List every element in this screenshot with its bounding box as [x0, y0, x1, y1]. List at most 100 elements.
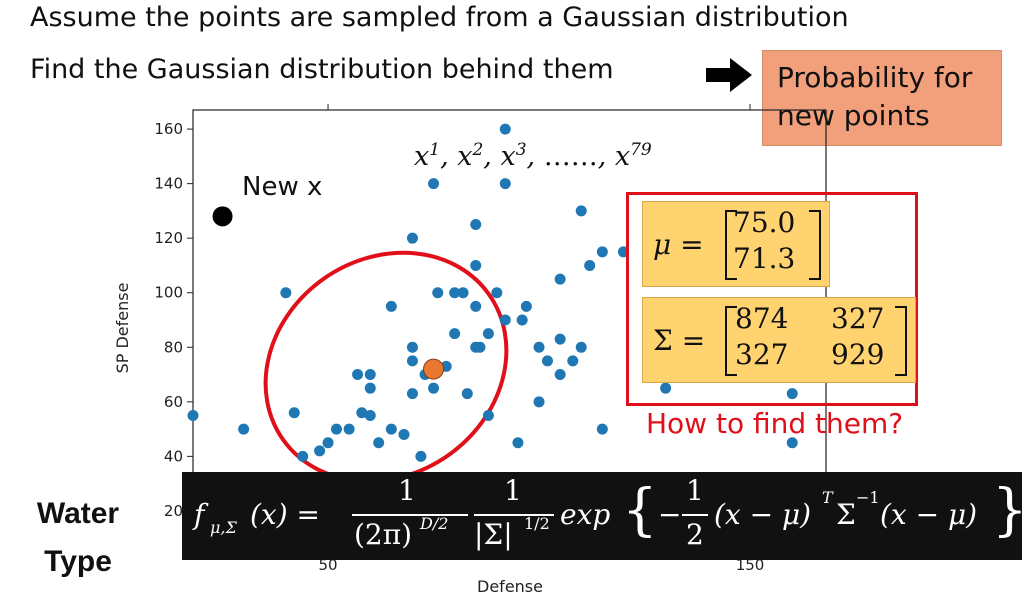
seq-sep1: ,: [440, 141, 458, 172]
sigma-value-22: 929: [831, 338, 885, 371]
formula-f-sub: μ,Σ: [210, 518, 237, 537]
parameters-frame: [626, 192, 918, 406]
formula-num1: 1: [398, 474, 416, 507]
sigma-value-11: 874: [735, 302, 789, 335]
data-point: [238, 423, 250, 435]
data-point: [364, 382, 376, 394]
data-point: [449, 287, 461, 299]
water-type-line-2: Type: [44, 545, 112, 578]
formula-tail: (x − μ): [880, 498, 978, 531]
data-point: [596, 423, 608, 435]
header-line-1: Assume the points are sampled from a Gau…: [30, 2, 849, 33]
x-axis-label: Defense: [477, 577, 543, 596]
data-point: [533, 341, 545, 353]
sigma-value-21: 327: [735, 338, 789, 371]
seq-sep2: ,: [483, 141, 501, 172]
data-point: [187, 409, 199, 421]
sample-sequence-label: x1, x2, x3, ……, x79: [414, 140, 652, 172]
seq-e1: 1: [429, 140, 441, 160]
formula-half-den: 2: [686, 518, 704, 551]
data-point: [352, 369, 364, 381]
sigma-lhs: Σ =: [653, 324, 706, 357]
seq-sep4: ,: [597, 141, 615, 172]
data-point: [457, 287, 469, 299]
seq-x3: x: [500, 141, 516, 172]
y-tick-label: 20: [164, 502, 183, 520]
probability-line-2: new points: [777, 99, 930, 132]
gaussian-formula: f μ,Σ (x) = 1 (2π) D/2 1 |Σ| 1/2 exp { −…: [182, 472, 1028, 560]
formula-body: (x − μ): [714, 498, 812, 531]
formula-exp: exp: [560, 498, 611, 531]
mu-bracket-right: [809, 210, 821, 280]
data-point: [512, 437, 524, 449]
seq-e79: 79: [630, 140, 652, 160]
formula-body-sup: T: [822, 488, 833, 507]
data-point: [596, 246, 608, 258]
data-point: [280, 287, 292, 299]
y-tick-label: 140: [154, 175, 183, 193]
sigma-bracket-left: [725, 306, 737, 376]
data-point: [470, 219, 482, 231]
data-point: [660, 382, 672, 394]
formula-half-num: 1: [686, 474, 704, 507]
y-tick-label: 80: [164, 338, 183, 356]
data-point: [786, 437, 798, 449]
seq-e2: 2: [472, 140, 484, 160]
data-point: [288, 407, 300, 419]
data-point: [470, 259, 482, 271]
data-point: [364, 409, 376, 421]
data-point: [428, 178, 440, 190]
x-tick-label: 150: [736, 556, 765, 574]
mu-value-2: 71.3: [733, 242, 796, 275]
right-arrow-icon: [706, 58, 752, 92]
data-point: [567, 355, 579, 367]
formula-frac2-line: [474, 514, 554, 516]
formula-sigma-sup: −1: [856, 488, 880, 507]
formula-den2: |Σ|: [474, 518, 513, 551]
question-text: How to find them?: [646, 407, 904, 440]
water-type-line-1: Water: [36, 497, 120, 530]
data-point: [554, 369, 566, 381]
mu-box: μ = 75.0 71.3: [642, 201, 830, 287]
y-tick-label: 160: [154, 120, 183, 138]
sigma-box: Σ = 874 327 327 929: [642, 297, 916, 383]
data-point: [461, 388, 473, 400]
formula-frac1-line: [352, 514, 468, 516]
data-point: [406, 232, 418, 244]
y-axis-label: SP Defense: [113, 283, 132, 374]
data-point: [786, 388, 798, 400]
data-point: [330, 423, 342, 435]
data-point: [584, 259, 596, 271]
data-point: [406, 341, 418, 353]
data-point: [356, 407, 368, 419]
y-tick-label: 100: [154, 284, 183, 302]
data-point: [474, 341, 486, 353]
formula-arg: (x) =: [250, 498, 320, 531]
formula-brace-open: {: [622, 478, 658, 543]
data-point: [428, 382, 440, 394]
data-point: [470, 300, 482, 312]
seq-x79: x: [614, 141, 631, 172]
data-point: [343, 423, 355, 435]
y-tick-label: 120: [154, 229, 183, 247]
data-point: [398, 429, 410, 441]
data-point: [314, 445, 326, 457]
data-point: [554, 273, 566, 285]
formula-half-line: [682, 514, 708, 516]
data-point: [406, 388, 418, 400]
data-point: [499, 178, 511, 190]
data-point: [385, 423, 397, 435]
data-point: [364, 369, 376, 381]
data-point: [533, 396, 545, 408]
mean-point: [423, 358, 445, 380]
data-point: [491, 287, 503, 299]
mu-lhs: μ =: [653, 228, 704, 261]
x-tick-label: 50: [318, 556, 337, 574]
new-x-label: New x: [242, 172, 323, 202]
header-line-2: Find the Gaussian distribution behind th…: [30, 54, 614, 85]
seq-dots: ……: [543, 141, 598, 172]
mu-value-1: 75.0: [733, 206, 796, 239]
probability-box: Probability for new points: [762, 50, 1002, 146]
seq-sep3: ,: [526, 141, 544, 172]
data-point: [516, 314, 528, 326]
